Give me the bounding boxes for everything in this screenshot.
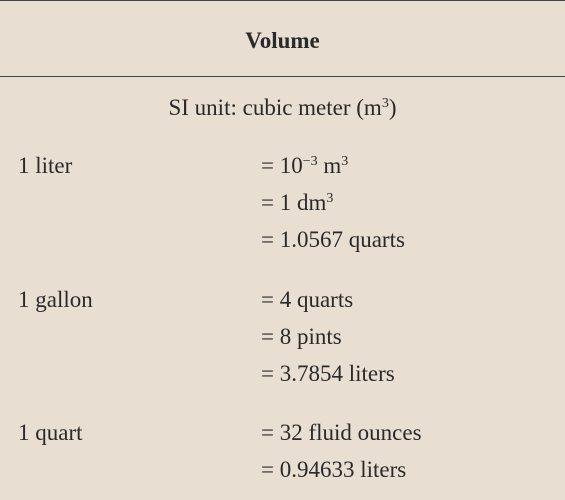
- unit-label: 1 liter: [18, 153, 73, 178]
- equivalent: = 8 pints: [261, 324, 342, 349]
- equivalent: = 10−3 m3: [261, 153, 349, 178]
- equivalent: = 0.94633 liters: [261, 457, 407, 482]
- equivalent: = 1.0567 quarts: [261, 227, 405, 252]
- unit-label: 1 quart: [18, 420, 83, 445]
- si-unit-note: SI unit: cubic meter (m3): [0, 93, 565, 123]
- equivalent: = 3.7854 liters: [261, 361, 395, 386]
- top-rule: [0, 0, 565, 1]
- si-unit-text: SI unit: cubic meter (m: [168, 95, 382, 120]
- equivalent: = 4 quarts: [261, 287, 354, 312]
- unit-label: 1 gallon: [18, 287, 93, 312]
- table-title: Volume: [245, 28, 320, 53]
- title-rule: [0, 76, 565, 77]
- equivalent: = 32 fluid ounces: [261, 420, 422, 445]
- si-unit-close: ): [388, 95, 397, 120]
- si-unit-exponent: 3: [381, 96, 389, 111]
- equivalent: = 1 dm3: [261, 190, 334, 215]
- equivalents-list: = 4 quarts = 8 pints = 3.7854 liters: [261, 285, 395, 396]
- equivalents-list: = 10−3 m3 = 1 dm3 = 1.0567 quarts: [261, 151, 405, 262]
- equivalents-list: = 32 fluid ounces = 0.94633 liters: [261, 418, 422, 492]
